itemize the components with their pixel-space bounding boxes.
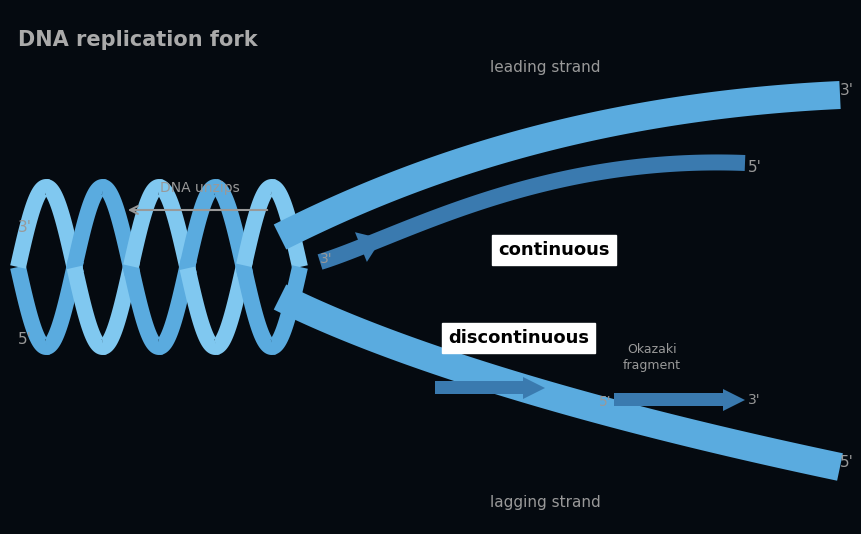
Polygon shape bbox=[66, 266, 107, 355]
Polygon shape bbox=[236, 179, 276, 267]
Polygon shape bbox=[214, 257, 253, 355]
Polygon shape bbox=[10, 179, 50, 269]
Polygon shape bbox=[613, 394, 722, 406]
Text: DNA unzips: DNA unzips bbox=[160, 181, 239, 195]
Polygon shape bbox=[157, 179, 196, 276]
Polygon shape bbox=[523, 377, 544, 399]
Text: discontinuous: discontinuous bbox=[448, 329, 588, 347]
Text: Okazaki
fragment: Okazaki fragment bbox=[623, 343, 680, 372]
Polygon shape bbox=[317, 154, 745, 270]
Text: leading strand: leading strand bbox=[489, 60, 600, 75]
Text: 3': 3' bbox=[319, 252, 332, 266]
Text: DNA replication fork: DNA replication fork bbox=[18, 30, 257, 50]
Text: 5': 5' bbox=[747, 161, 761, 176]
Polygon shape bbox=[45, 258, 84, 355]
Text: 3': 3' bbox=[839, 82, 853, 98]
Text: 5': 5' bbox=[598, 395, 611, 409]
Polygon shape bbox=[157, 258, 196, 355]
Polygon shape bbox=[274, 285, 842, 481]
Text: 5': 5' bbox=[839, 456, 853, 470]
Text: 3': 3' bbox=[18, 221, 32, 235]
Polygon shape bbox=[101, 258, 140, 355]
Text: lagging strand: lagging strand bbox=[489, 495, 600, 510]
Polygon shape bbox=[123, 266, 163, 355]
Polygon shape bbox=[66, 179, 107, 268]
Polygon shape bbox=[269, 265, 307, 355]
Text: 5': 5' bbox=[18, 333, 32, 348]
Polygon shape bbox=[123, 179, 163, 268]
Text: 3': 3' bbox=[747, 393, 759, 407]
Text: continuous: continuous bbox=[498, 241, 609, 259]
Polygon shape bbox=[179, 179, 220, 268]
Polygon shape bbox=[45, 179, 84, 276]
Polygon shape bbox=[274, 81, 839, 249]
Polygon shape bbox=[355, 232, 381, 262]
Polygon shape bbox=[269, 179, 307, 269]
Polygon shape bbox=[10, 265, 50, 355]
Polygon shape bbox=[722, 389, 744, 411]
Polygon shape bbox=[101, 179, 140, 276]
Polygon shape bbox=[179, 266, 220, 355]
Polygon shape bbox=[435, 381, 523, 395]
Polygon shape bbox=[236, 267, 276, 355]
Polygon shape bbox=[214, 179, 253, 277]
